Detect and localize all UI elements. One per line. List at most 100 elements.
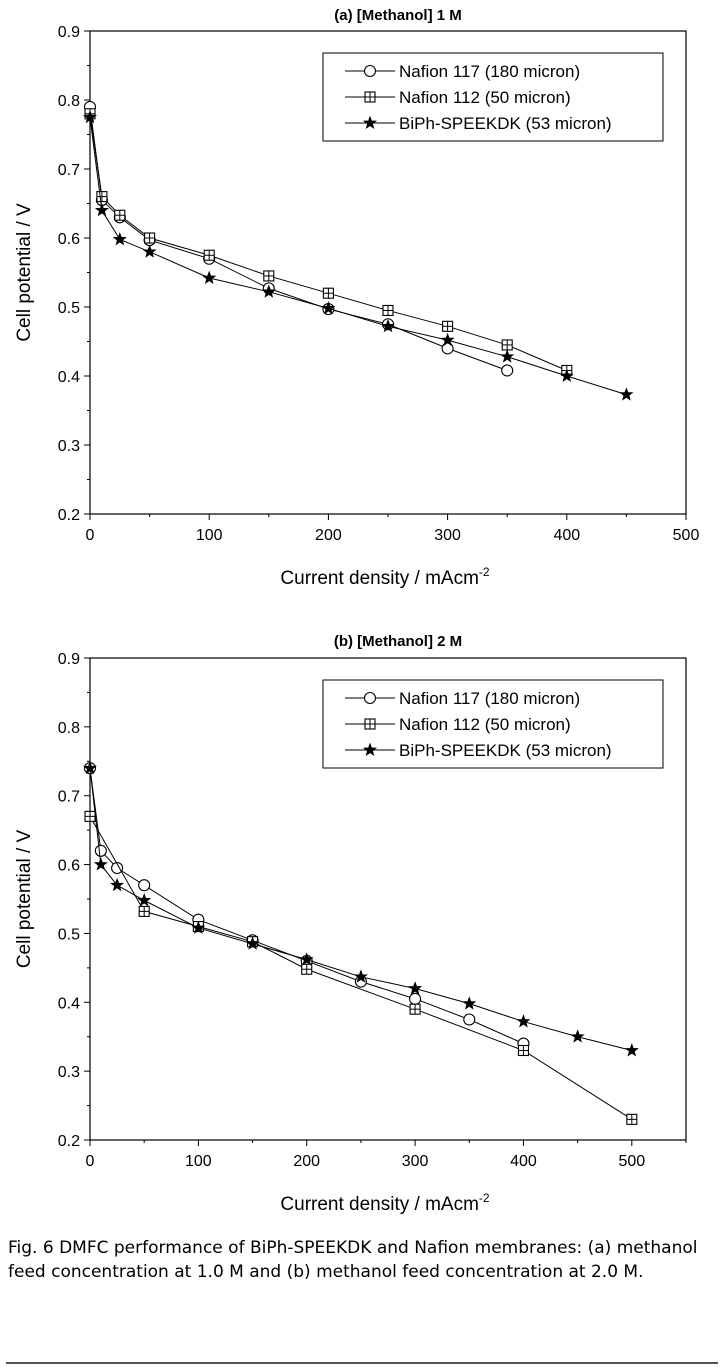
data-point <box>353 969 368 983</box>
y-axis-label: Cell potential / V <box>14 829 35 968</box>
legend-label: Nafion 117 (180 micron) <box>399 689 580 708</box>
y-tick-label: 0.4 <box>58 369 80 386</box>
legend-label: BiPh-SPEEKDK (53 micron) <box>399 114 612 133</box>
chart-title: (b) [Methanol] 2 M <box>334 633 462 650</box>
data-point <box>84 810 96 822</box>
x-tick-label: 400 <box>553 527 580 544</box>
data-point <box>111 861 124 875</box>
x-tick-label: 200 <box>293 1153 320 1170</box>
chart-b-container: (b) [Methanol] 2 M 0.2 0.3 0.4 0.5 0.6 0.7 0.8 0… <box>0 625 724 1230</box>
series-line <box>89 816 633 1120</box>
series-line <box>89 768 632 1051</box>
data-point <box>322 287 334 299</box>
legend-marker <box>364 91 376 103</box>
data-point <box>380 318 396 333</box>
legend-marker <box>362 115 378 129</box>
data-point <box>516 1014 531 1028</box>
data-point <box>501 339 513 351</box>
data-point <box>301 963 313 975</box>
y-tick-label: 0.7 <box>58 162 80 179</box>
data-point <box>82 109 98 124</box>
chart-title: (a) [Methanol] 1 M <box>334 7 462 24</box>
data-point <box>382 304 394 317</box>
data-point <box>500 349 515 363</box>
y-tick-label: 0.8 <box>58 93 80 110</box>
data-point <box>624 1043 639 1057</box>
data-point <box>93 857 108 871</box>
y-tick-label: 0.4 <box>58 995 80 1012</box>
series-star <box>82 109 634 401</box>
series-star <box>82 760 639 1057</box>
data-point <box>245 936 260 950</box>
legend-marker <box>363 691 377 705</box>
x-tick-label: 100 <box>196 527 223 544</box>
chart-a: (a) [Methanol] 1 M 0.2 0.3 0.4 0.5 0.6 0.7 0.8 0… <box>14 7 700 589</box>
series-line <box>89 106 508 371</box>
series-boxplus <box>84 108 573 377</box>
data-point <box>82 760 98 775</box>
legend-label: Nafion 112 (50 micron) <box>399 715 571 734</box>
legend-marker <box>362 742 378 756</box>
data-point <box>440 332 455 347</box>
data-point <box>409 992 422 1005</box>
figure-caption: Fig. 6 DMFC performance of BiPh-SPEEKDK … <box>8 1238 698 1282</box>
legend: Nafion 117 (180 micron) Nafion 112 (50 mi… <box>322 679 664 769</box>
data-point <box>112 232 127 246</box>
chart-a-container: (a) [Methanol] 1 M 0.2 0.3 0.4 0.5 0.6 0.7 0.8 0… <box>0 0 724 605</box>
data-point <box>626 1113 638 1125</box>
y-tick-label: 0.8 <box>58 720 80 737</box>
data-point <box>94 844 107 857</box>
series-line <box>89 113 567 371</box>
data-point <box>559 368 574 382</box>
x-tick-label: 0 <box>86 527 95 544</box>
chart-b: (b) [Methanol] 2 M 0.2 0.3 0.4 0.5 0.6 0.7 0.8 0… <box>14 633 687 1215</box>
series-boxplus <box>84 810 638 1125</box>
y-tick-label: 0.9 <box>58 24 80 41</box>
data-point <box>462 996 477 1010</box>
x-tick-label: 500 <box>618 1153 645 1170</box>
data-point <box>263 270 275 282</box>
legend-label: Nafion 112 (50 micron) <box>399 88 571 107</box>
data-point <box>142 244 157 258</box>
legend: Nafion 117 (180 micron) Nafion 112 (50 mi… <box>322 52 664 142</box>
data-point <box>138 879 151 892</box>
data-point <box>619 387 634 401</box>
data-point <box>321 301 336 315</box>
data-point <box>110 877 125 892</box>
data-point <box>570 1029 585 1043</box>
x-axis-label: Current density / mAcm-2 <box>280 565 489 589</box>
data-point <box>138 905 150 917</box>
data-point <box>202 270 217 284</box>
y-tick-label: 0.5 <box>58 926 80 943</box>
data-point <box>94 203 109 217</box>
y-tick-label: 0.5 <box>58 300 80 317</box>
y-tick-label: 0.6 <box>58 858 80 875</box>
bottom-rule <box>6 1362 718 1364</box>
series-line <box>89 117 627 396</box>
data-point <box>203 249 215 261</box>
data-point <box>144 232 156 244</box>
data-point <box>299 952 314 966</box>
x-tick-label: 200 <box>315 527 342 544</box>
data-point <box>191 920 206 934</box>
legend-marker <box>364 718 376 730</box>
y-axis-label: Cell potential / V <box>14 203 35 342</box>
y-tick-label: 0.3 <box>58 1064 80 1081</box>
x-tick-label: 300 <box>402 1153 429 1170</box>
data-point <box>114 209 126 221</box>
y-tick-label: 0.3 <box>58 438 80 455</box>
data-point <box>408 981 423 995</box>
legend-label: Nafion 117 (180 micron) <box>399 62 580 81</box>
y-tick-label: 0.9 <box>58 651 80 668</box>
data-point <box>517 1044 530 1057</box>
data-point <box>96 191 108 203</box>
x-tick-label: 500 <box>673 527 700 544</box>
data-point <box>501 364 514 377</box>
legend-label: BiPh-SPEEKDK (53 micron) <box>399 741 612 760</box>
x-tick-label: 100 <box>185 1153 212 1170</box>
y-tick-label: 0.2 <box>58 507 80 524</box>
data-point <box>463 1013 476 1026</box>
x-tick-label: 400 <box>510 1153 537 1170</box>
x-tick-label: 0 <box>86 1153 95 1170</box>
data-point <box>137 893 152 907</box>
